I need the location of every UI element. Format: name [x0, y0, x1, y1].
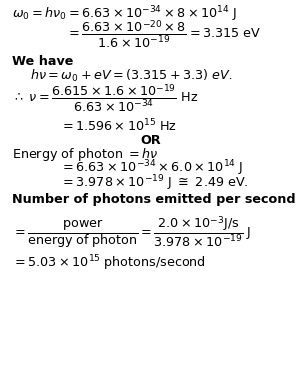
Text: We have: We have: [12, 55, 73, 68]
Text: $= \dfrac{\mathrm{power}}{\mathrm{energy\;of\;photon}} = \dfrac{2.0 \times 10^{-: $= \dfrac{\mathrm{power}}{\mathrm{energy…: [12, 215, 252, 251]
Text: $= 1.596 \times 10^{15}$ Hz: $= 1.596 \times 10^{15}$ Hz: [60, 118, 177, 135]
Text: $= 6.63 \times 10^{-34} \times 6.0 \times 10^{14}$ J: $= 6.63 \times 10^{-34} \times 6.0 \time…: [60, 159, 244, 179]
Text: $h\nu = \omega_0 + eV = (3.315 + 3.3)$ eV.: $h\nu = \omega_0 + eV = (3.315 + 3.3)$ e…: [30, 68, 233, 84]
Text: OR: OR: [141, 134, 161, 147]
Text: $\therefore\;\nu = \dfrac{6.615 \times 1.6 \times 10^{-19}}{6.63 \times 10^{-34}: $\therefore\;\nu = \dfrac{6.615 \times 1…: [12, 82, 198, 114]
Text: $= 5.03 \times 10^{15}$ photons/second: $= 5.03 \times 10^{15}$ photons/second: [12, 253, 206, 273]
Text: $\omega_0 = h\nu_0 = 6.63 \times 10^{-34} \times 8 \times 10^{14}$ J: $\omega_0 = h\nu_0 = 6.63 \times 10^{-34…: [12, 5, 237, 24]
Text: $= 3.978 \times 10^{-19}$ J $\cong$ 2.49 eV.: $= 3.978 \times 10^{-19}$ J $\cong$ 2.49…: [60, 173, 249, 193]
Text: $= \dfrac{6.63 \times 10^{-20} \times 8}{1.6 \times 10^{-19}} = 3.315$ eV: $= \dfrac{6.63 \times 10^{-20} \times 8}…: [66, 18, 262, 50]
Text: Number of photons emitted per second: Number of photons emitted per second: [12, 193, 296, 206]
Text: Energy of photon $= h\nu$: Energy of photon $= h\nu$: [12, 146, 159, 163]
